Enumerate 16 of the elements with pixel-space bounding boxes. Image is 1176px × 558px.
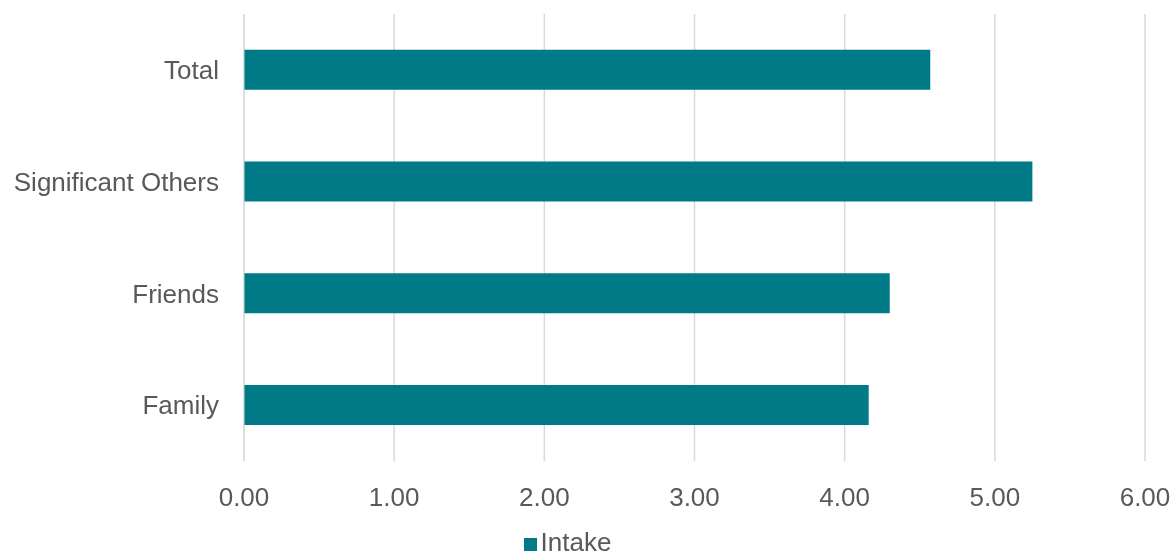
y-tick-label: Friends (132, 278, 219, 309)
bar (244, 161, 1033, 202)
x-tick-label: 3.00 (669, 482, 720, 513)
y-tick-label: Significant Others (13, 166, 219, 197)
x-tick-label: 6.00 (1119, 482, 1171, 513)
x-tick-label: 1.00 (368, 482, 420, 513)
x-tick-label: 4.00 (819, 482, 870, 513)
bar (244, 273, 890, 314)
x-tick-label: 2.00 (519, 482, 570, 513)
bar (244, 385, 869, 426)
y-tick-label: Total (164, 55, 219, 86)
x-tick-label: 0.00 (218, 482, 270, 513)
y-tick-label: Family (142, 390, 219, 421)
bar (244, 49, 931, 90)
x-tick-label: 5.00 (969, 482, 1021, 513)
legend-label: Intake (540, 527, 612, 557)
